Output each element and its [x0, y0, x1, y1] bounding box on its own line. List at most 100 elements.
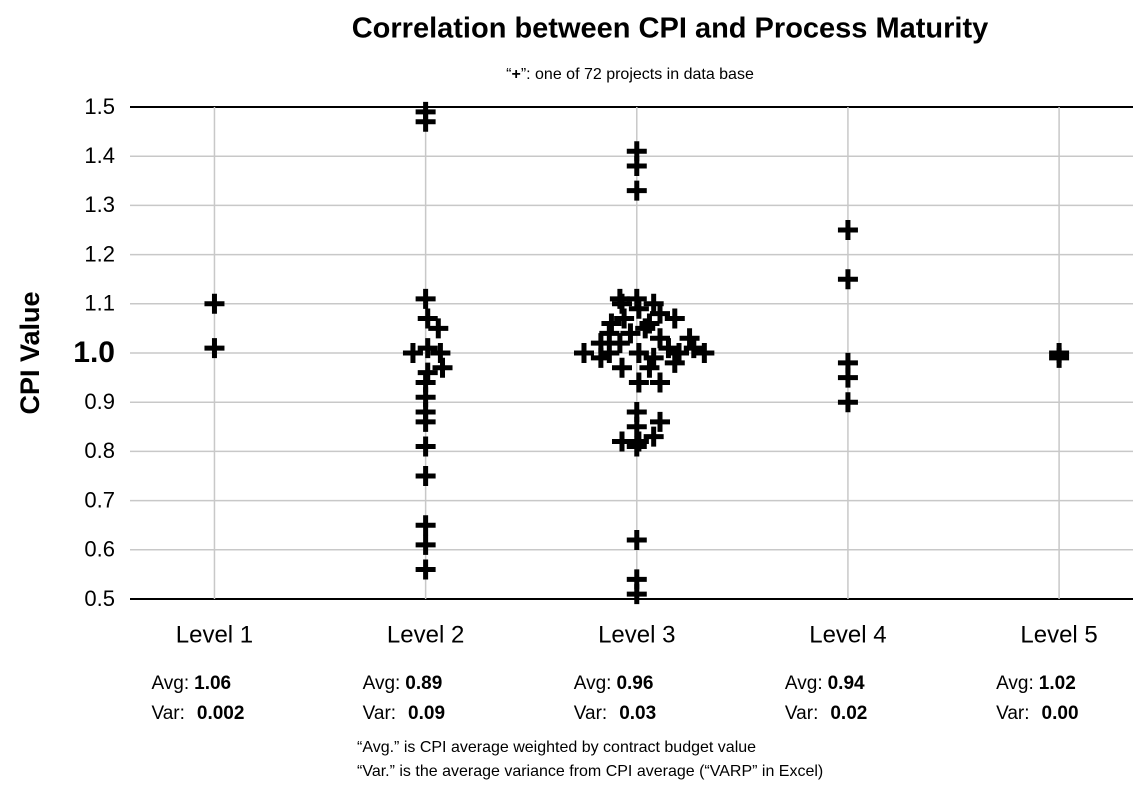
point [664, 308, 685, 329]
x-tick-label: Level 2 [387, 621, 464, 648]
y-tick-label: 0.5 [84, 586, 115, 611]
point [415, 559, 436, 580]
subtitle-part: “ [506, 66, 511, 83]
var-value: 0.09 [408, 703, 445, 724]
point [599, 323, 620, 344]
var-stat: Var: 0.09 [363, 703, 445, 724]
avg-label: Avg: [574, 673, 612, 694]
y-tick-label: 1.2 [84, 241, 115, 266]
point [658, 338, 679, 359]
point [639, 357, 660, 378]
y-tick-label: 1.3 [84, 192, 115, 217]
point [432, 357, 453, 378]
point [626, 156, 647, 177]
footnote: “Avg.” is CPI average weighted by contra… [357, 739, 756, 756]
point [628, 372, 649, 393]
point [204, 338, 225, 359]
subtitle-part: ”: one of 72 projects in data base [521, 66, 754, 83]
avg-label: Avg: [151, 673, 189, 694]
var-label: Var: [574, 703, 607, 724]
point [837, 220, 858, 240]
var-stat: Var: 0.03 [574, 703, 656, 724]
point [626, 288, 647, 309]
point [626, 584, 647, 605]
point [837, 269, 858, 290]
avg-value: 1.06 [194, 673, 231, 694]
point [415, 288, 436, 309]
point [611, 357, 632, 378]
var-value: 0.002 [197, 703, 245, 724]
avg-value: 1.02 [1039, 673, 1076, 694]
point [415, 436, 436, 457]
var-value: 0.00 [1042, 703, 1079, 724]
var-label: Var: [151, 703, 184, 724]
var-stat: Var: 0.02 [785, 703, 867, 724]
point [650, 411, 671, 432]
avg-stat: Avg: 1.06 [151, 673, 231, 694]
point [628, 343, 649, 363]
x-tick-label: Level 4 [809, 621, 886, 648]
point [650, 372, 671, 393]
subtitle: “+”: one of 72 projects in data base [506, 66, 754, 83]
x-tick-label: Level 1 [176, 621, 253, 648]
avg-value: 0.94 [828, 673, 865, 694]
point [643, 293, 664, 314]
avg-label: Avg: [363, 673, 401, 694]
y-tick-label: 0.8 [84, 438, 115, 463]
point [1049, 347, 1070, 368]
avg-value: 0.96 [616, 673, 653, 694]
y-tick-label: 1.0 [73, 336, 115, 369]
point [415, 411, 436, 432]
avg-value: 0.89 [405, 673, 442, 694]
point [837, 367, 858, 388]
var-label: Var: [996, 703, 1029, 724]
point [611, 431, 632, 452]
y-tick-label: 0.6 [84, 537, 115, 562]
chart-title: Correlation between CPI and Process Matu… [352, 13, 989, 45]
y-tick-label: 1.4 [84, 143, 115, 168]
point [639, 313, 660, 334]
y-tick-label: 0.9 [84, 389, 115, 414]
point [415, 111, 436, 132]
avg-label: Avg: [996, 673, 1034, 694]
point [204, 293, 225, 314]
var-stat: Var: 0.002 [151, 703, 244, 724]
point [415, 466, 436, 486]
point [643, 347, 664, 368]
point [643, 426, 664, 447]
y-tick-label: 1.5 [84, 94, 115, 119]
avg-stat: Avg: 0.89 [363, 673, 443, 694]
point [609, 288, 630, 309]
point [417, 338, 438, 359]
x-tick-label: Level 5 [1020, 621, 1097, 648]
point [626, 180, 647, 201]
point [626, 436, 647, 457]
point [694, 343, 715, 363]
avg-stat: Avg: 0.96 [574, 673, 654, 694]
point [573, 343, 594, 363]
avg-stat: Avg: 0.94 [785, 673, 865, 694]
point [415, 534, 436, 555]
var-value: 0.02 [830, 703, 867, 724]
point [415, 515, 436, 536]
point [679, 328, 700, 349]
avg-stat: Avg: 1.02 [996, 673, 1076, 694]
point [669, 343, 690, 363]
var-stat: Var: 0.00 [996, 703, 1078, 724]
y-tick-label: 1.1 [84, 291, 115, 316]
subtitle-part: + [511, 66, 520, 83]
point [417, 308, 438, 329]
point [620, 323, 641, 344]
y-tick-label: 0.7 [84, 487, 115, 512]
var-label: Var: [363, 703, 396, 724]
footnote: “Var.” is the average variance from CPI … [357, 763, 823, 780]
point [837, 392, 858, 413]
point [428, 318, 449, 339]
point [609, 333, 630, 354]
x-tick-label: Level 3 [598, 621, 675, 648]
var-value: 0.03 [619, 703, 656, 724]
point [402, 343, 423, 363]
y-axis-label: CPI Value [15, 291, 45, 414]
var-label: Var: [785, 703, 818, 724]
